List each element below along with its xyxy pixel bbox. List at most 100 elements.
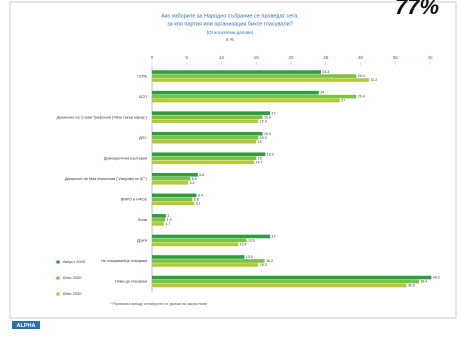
data-label: 17	[272, 111, 276, 115]
x-tick-label: 25	[323, 55, 329, 60]
category-label: Движение на Мая Манолова ("Изправи се БГ…	[65, 177, 148, 181]
x-tick-label: 35	[393, 55, 399, 60]
data-label: 13.3	[246, 255, 253, 259]
data-label: 5.2	[190, 181, 195, 185]
data-label: 15	[258, 156, 262, 160]
bar	[152, 193, 197, 198]
bar	[152, 214, 166, 218]
bar	[152, 98, 340, 103]
category-label: ГЕРБ	[137, 74, 147, 78]
data-label: 15.3	[260, 263, 267, 267]
unit-label: в %	[226, 37, 234, 42]
bar	[152, 263, 259, 267]
bar	[152, 156, 257, 161]
data-label: 36.6	[408, 284, 415, 288]
chart-title: Ако изборите за Народно събрание се пров…	[161, 13, 299, 19]
bar	[152, 78, 369, 82]
data-label: 5.8	[194, 197, 199, 201]
bar	[152, 131, 263, 136]
category-label: Движение на Слави Трифонов ("Има такъв н…	[57, 115, 148, 119]
bar	[152, 242, 239, 247]
x-tick-label: 20	[288, 55, 294, 60]
legend-label: Юли 2020	[63, 275, 82, 280]
footnote: * Разликата между отговорите се дължи на…	[110, 302, 207, 306]
bar	[152, 94, 357, 99]
logo-box	[12, 321, 40, 329]
category-label: ДПС	[139, 136, 147, 140]
legend-swatch	[56, 292, 60, 296]
data-label: 6.1	[196, 201, 201, 205]
bar	[152, 181, 189, 185]
bar	[152, 119, 259, 123]
bar	[152, 238, 247, 243]
subtitle: (Относителни дялове)	[207, 30, 254, 35]
bar	[152, 111, 271, 115]
category-label: Демократична България	[104, 156, 147, 160]
x-tick-label: 40	[427, 55, 433, 60]
data-label: 6.4	[198, 193, 203, 197]
bar	[152, 74, 357, 78]
x-tick-label: 0	[151, 55, 154, 60]
data-label: 16.2	[266, 259, 273, 263]
bar	[152, 135, 259, 140]
data-label: 15.9	[264, 115, 271, 119]
bar	[152, 152, 266, 157]
bar	[152, 279, 419, 284]
data-label: 38.4	[420, 280, 427, 284]
data-label: 40.2	[433, 276, 440, 280]
data-label: 15.3	[260, 119, 267, 123]
data-label: 14.7	[256, 160, 263, 164]
bar	[152, 70, 321, 74]
data-label: 5.5	[192, 177, 197, 181]
legend-swatch	[56, 260, 60, 264]
data-label: 13.6	[248, 239, 255, 243]
category-label: Воля	[138, 218, 147, 222]
data-label: 24	[320, 91, 324, 95]
bar	[152, 115, 263, 119]
data-label: 15.3	[260, 136, 267, 140]
data-label: 15.9	[264, 132, 271, 136]
corner-text: 77%	[395, 0, 439, 19]
data-label: 31.2	[370, 78, 377, 82]
data-label: 27	[341, 99, 345, 103]
data-label: 29.4	[358, 95, 365, 99]
bar	[152, 234, 271, 239]
data-label: 1.9	[167, 218, 172, 222]
data-label: 2	[167, 214, 169, 218]
data-label: 29.4	[358, 74, 365, 78]
bar	[152, 139, 257, 144]
legend-swatch	[56, 276, 60, 280]
bar	[152, 283, 407, 288]
legend-label: Август 2020	[63, 259, 86, 264]
data-label: 6.6	[199, 173, 204, 177]
bar	[152, 90, 319, 95]
x-tick-label: 10	[219, 55, 225, 60]
data-label: 24.3	[322, 70, 329, 74]
legend-label: Юни 2020	[63, 291, 82, 296]
data-label: 15	[258, 140, 262, 144]
category-label: БСП	[139, 95, 147, 99]
x-tick-label: 15	[254, 55, 260, 60]
category-label: ВМРО и НФСБ	[121, 198, 148, 202]
bar	[152, 160, 255, 165]
category-label: Други	[137, 239, 147, 243]
data-label: 1.7	[165, 222, 170, 226]
data-label: 16.3	[267, 152, 274, 156]
chart-title-line2: за коя партия или организация бихте глас…	[167, 21, 292, 27]
category-label: Не гласувам/Ще гласувам	[101, 259, 147, 263]
x-tick-label: 5	[185, 55, 188, 60]
category-label: Няма да гласувам	[115, 280, 147, 284]
data-label: 12.4	[240, 243, 247, 247]
data-label: 17	[272, 235, 276, 239]
bar	[152, 275, 432, 280]
x-tick-label: 30	[358, 55, 364, 60]
bar	[152, 177, 191, 181]
bar	[152, 197, 193, 202]
bar	[152, 255, 245, 259]
bar	[152, 259, 265, 263]
bar	[152, 173, 198, 177]
bar	[152, 218, 166, 222]
logo: ALPHA	[17, 323, 36, 329]
bar	[152, 201, 195, 206]
